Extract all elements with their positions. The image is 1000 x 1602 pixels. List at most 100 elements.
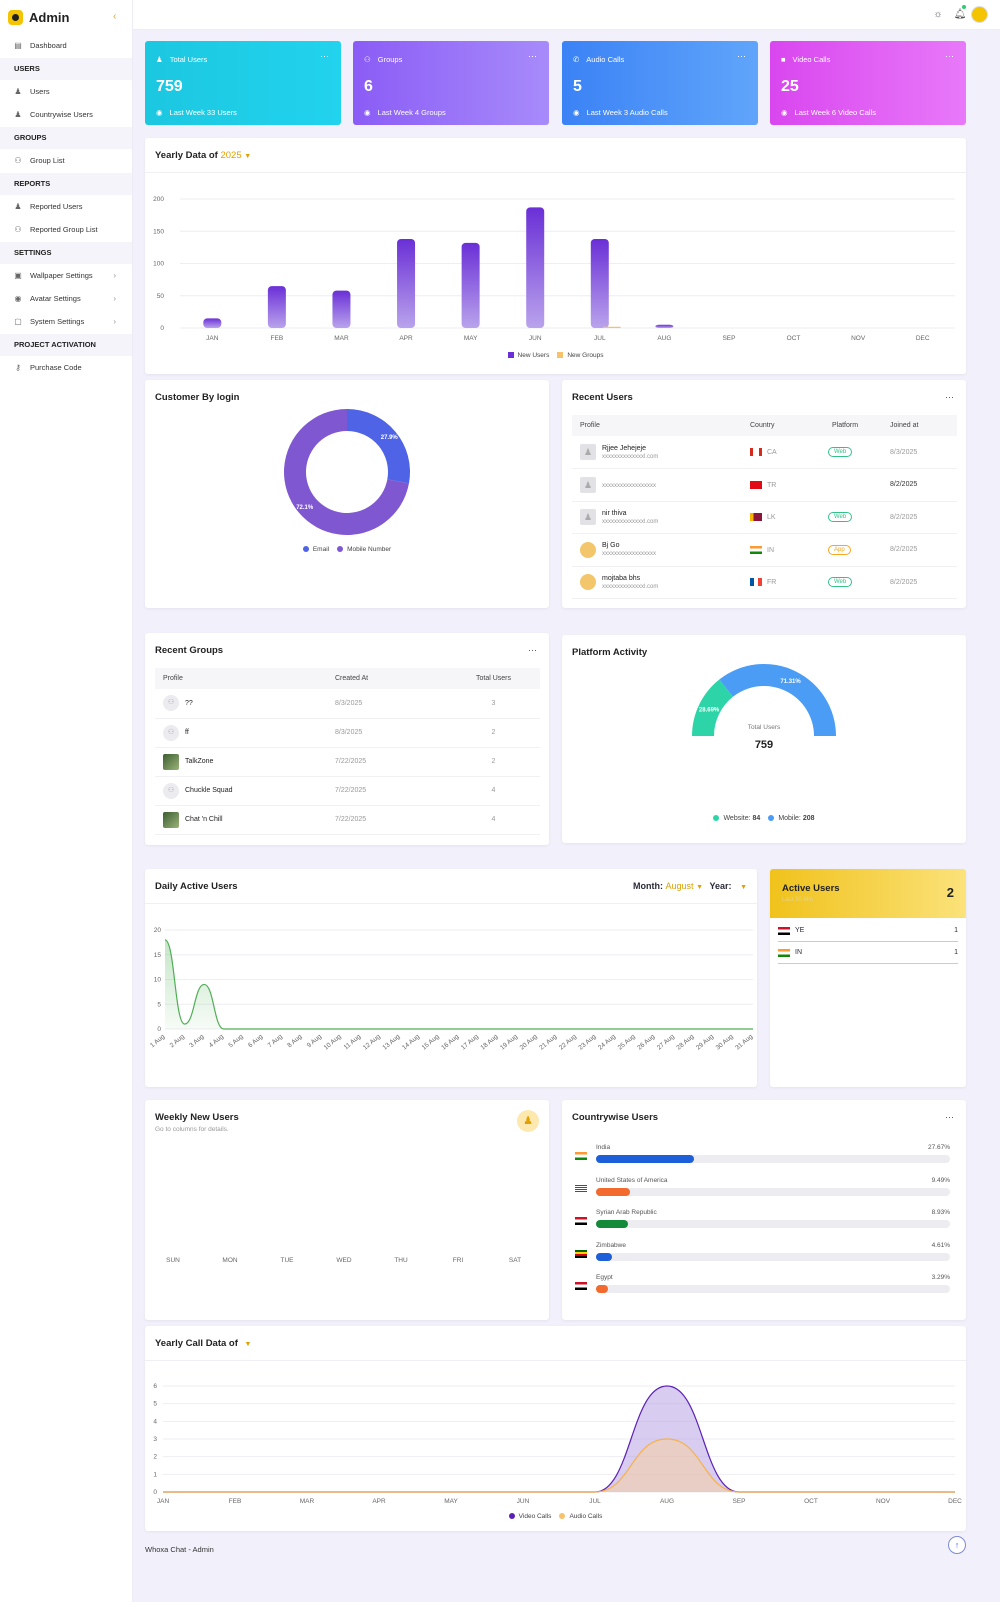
sidebar-item-reported-group-list[interactable]: ⚇ Reported Group List: [0, 218, 132, 241]
settings-icon: ▢: [14, 317, 22, 326]
active-users-subtitle: Last 30 Min: [782, 897, 814, 903]
bar-new-groups[interactable]: [602, 326, 621, 328]
more-options-icon[interactable]: ⋯: [945, 1112, 954, 1122]
month-label: Month:: [633, 881, 663, 891]
progress-fill[interactable]: [596, 1155, 694, 1163]
x-tick-label: APR: [372, 1498, 386, 1505]
column-header: Profile: [580, 422, 600, 429]
table-row[interactable]: ⚇ Chuckle Squad 7/22/2025 4: [155, 776, 540, 805]
legend-new-groups[interactable]: New Groups: [557, 352, 603, 359]
flag-icon: [575, 1249, 587, 1258]
series-line-daily-active[interactable]: [164, 939, 753, 1030]
bar-new-users[interactable]: [397, 238, 416, 328]
user-avatar[interactable]: [971, 6, 988, 23]
year-value: 2025: [220, 150, 242, 161]
bar-new-users[interactable]: [655, 324, 674, 328]
year-select[interactable]: 2025 ▼: [220, 150, 251, 161]
yearly-call-title-text: Yearly Call Data of: [155, 1338, 238, 1349]
sidebar-item-dashboard[interactable]: ▤ Dashboard: [0, 34, 132, 57]
bar-new-users[interactable]: [590, 238, 609, 328]
more-options-icon[interactable]: ⋯: [945, 51, 954, 61]
countrywise-title: Countrywise Users: [572, 1112, 659, 1123]
progress-fill[interactable]: [596, 1220, 628, 1228]
legend-email[interactable]: Email: [302, 546, 329, 553]
table-row[interactable]: TalkZone 7/22/2025 2: [155, 747, 540, 776]
bar-new-users[interactable]: [267, 286, 286, 328]
stat-card-groups[interactable]: ⚇ Groups 6 ◉ Last Week 4 Groups ⋯: [353, 41, 549, 125]
stat-card-audio-calls[interactable]: ✆ Audio Calls 5 ◉ Last Week 3 Audio Calls ⋯: [562, 41, 758, 125]
bar-new-users[interactable]: [461, 242, 480, 328]
progress-fill[interactable]: [596, 1252, 613, 1261]
brand-title: Admin: [29, 9, 70, 25]
stat-card-total-users[interactable]: ♟ Total Users 759 ◉ Last Week 33 Users ⋯: [145, 41, 341, 125]
group-profile-cell: ⚇??: [155, 689, 327, 718]
sidebar-item-avatar-settings[interactable]: ◉ Avatar Settings ›: [0, 287, 132, 310]
series-line-audio-calls[interactable]: [163, 1438, 955, 1493]
legend-website[interactable]: Website: 84: [713, 815, 760, 822]
profile-text: xxxxxxxxxxxxxxxxxx: [602, 481, 656, 489]
more-options-icon[interactable]: ⋯: [737, 51, 746, 61]
sidebar-item-group-list[interactable]: ⚇ Group List: [0, 149, 132, 172]
gauge-center-label: Total Users: [747, 724, 781, 731]
country-cell: CA: [742, 436, 824, 469]
stat-label-row: ♟ Total Users: [156, 54, 330, 64]
legend-video-calls[interactable]: Video Calls: [508, 1513, 551, 1520]
country-cell: IN: [742, 534, 824, 567]
notification-bell-icon[interactable]: 🔔︎: [953, 9, 967, 20]
gauge-slice-mobile[interactable]: [719, 664, 836, 736]
legend-mobile[interactable]: Mobile: 208: [768, 815, 815, 822]
active-users-header: Active Users Last 30 Min 2: [770, 869, 966, 918]
theme-toggle-icon[interactable]: ☼: [933, 9, 943, 20]
sidebar-item-countrywise-users[interactable]: ♟ Countrywise Users: [0, 103, 132, 126]
month-select[interactable]: August ▼: [666, 881, 703, 891]
yearly-call-area-chart: 0 1 2 3 4 5 6 JAN FEB MAR APR MAY JUN JUL AUG SEP OCT NOV…: [153, 1383, 962, 1505]
scroll-to-top-button[interactable]: ↑: [948, 1536, 966, 1554]
active-user-row[interactable]: YE 1: [778, 920, 958, 942]
profile-text: Rjjee Jehejeje xxxxxxxxxxxxxxl.com: [602, 445, 658, 460]
stat-sub-row: ◉ Last Week 6 Video Calls: [781, 108, 955, 117]
bar-new-users[interactable]: [526, 207, 545, 328]
table-row[interactable]: Chat 'n Chill 7/22/2025 4: [155, 805, 540, 834]
sidebar-item-reported-users[interactable]: ♟ Reported Users: [0, 195, 132, 218]
table-row[interactable]: Bj Go xxxxxxxxxxxxxxxxxx IN App 8/2/2025: [572, 534, 957, 567]
table-row[interactable]: ♟ Rjjee Jehejeje xxxxxxxxxxxxxxl.com CA Web 8…: [572, 436, 957, 469]
sidebar-item-wallpaper-settings[interactable]: ▣ Wallpaper Settings ›: [0, 264, 132, 287]
active-users-count: 2: [946, 885, 954, 900]
more-options-icon[interactable]: ⋯: [945, 392, 954, 402]
flag-icon: [575, 1217, 587, 1225]
country-code: FR: [767, 579, 777, 587]
more-options-icon[interactable]: ⋯: [528, 645, 537, 655]
more-options-icon[interactable]: ⋯: [528, 51, 537, 61]
collapse-sidebar-icon[interactable]: ‹: [113, 11, 117, 22]
table-row[interactable]: ♟ xxxxxxxxxxxxxxxxxx TR 8/2/2025: [572, 469, 957, 501]
legend-audio-calls[interactable]: Audio Calls: [559, 1513, 602, 1520]
sidebar-item-users[interactable]: ♟ Users: [0, 80, 132, 103]
donut-slice-email[interactable]: [347, 409, 411, 484]
gauge-slice-website[interactable]: [692, 679, 733, 736]
donut-slice-mobile-number[interactable]: [284, 409, 409, 535]
created-cell: 7/22/2025: [335, 787, 367, 794]
legend-new-users[interactable]: New Users: [507, 352, 549, 359]
table-row[interactable]: ⚇?? 8/3/2025 3: [155, 689, 540, 718]
table-row[interactable]: mojtaba bhs xxxxxxxxxxxxxxl.com FR Web 8/2/2…: [572, 566, 957, 599]
year-select-caret-icon[interactable]: ▼: [740, 884, 747, 891]
sidebar-item-system-settings[interactable]: ▢ System Settings ›: [0, 310, 132, 333]
x-tick-label: NOV: [876, 1498, 891, 1505]
table-row[interactable]: ♟ nir thiva xxxxxxxxxxxxxxl.com LK Web 8/2/20…: [572, 501, 957, 534]
sidebar-item-purchase-code[interactable]: ⚷ Purchase Code: [0, 356, 132, 379]
progress-fill[interactable]: [596, 1187, 630, 1196]
stat-label: Total Users: [169, 54, 208, 64]
year-select-caret-icon[interactable]: ▼: [244, 1341, 252, 1348]
more-options-icon[interactable]: ⋯: [320, 51, 329, 61]
progress-fill[interactable]: [596, 1285, 608, 1293]
brand[interactable]: Admin: [0, 0, 132, 34]
table-row[interactable]: ⚇ ff 8/3/2025 2: [155, 718, 540, 747]
stat-card-video-calls[interactable]: ■ Video Calls 25 ◉ Last Week 6 Video Calls ⋯: [770, 41, 966, 125]
bar-new-users[interactable]: [332, 290, 351, 328]
active-user-row[interactable]: IN 1: [778, 942, 958, 964]
user-email: xxxxxxxxxxxxxxxxxx: [602, 482, 656, 489]
x-tick-label: 1 Aug: [149, 1033, 167, 1049]
bar-new-users[interactable]: [203, 318, 222, 328]
legend-mobile[interactable]: Mobile Number: [337, 546, 391, 553]
user-icon: ♟: [14, 87, 22, 96]
